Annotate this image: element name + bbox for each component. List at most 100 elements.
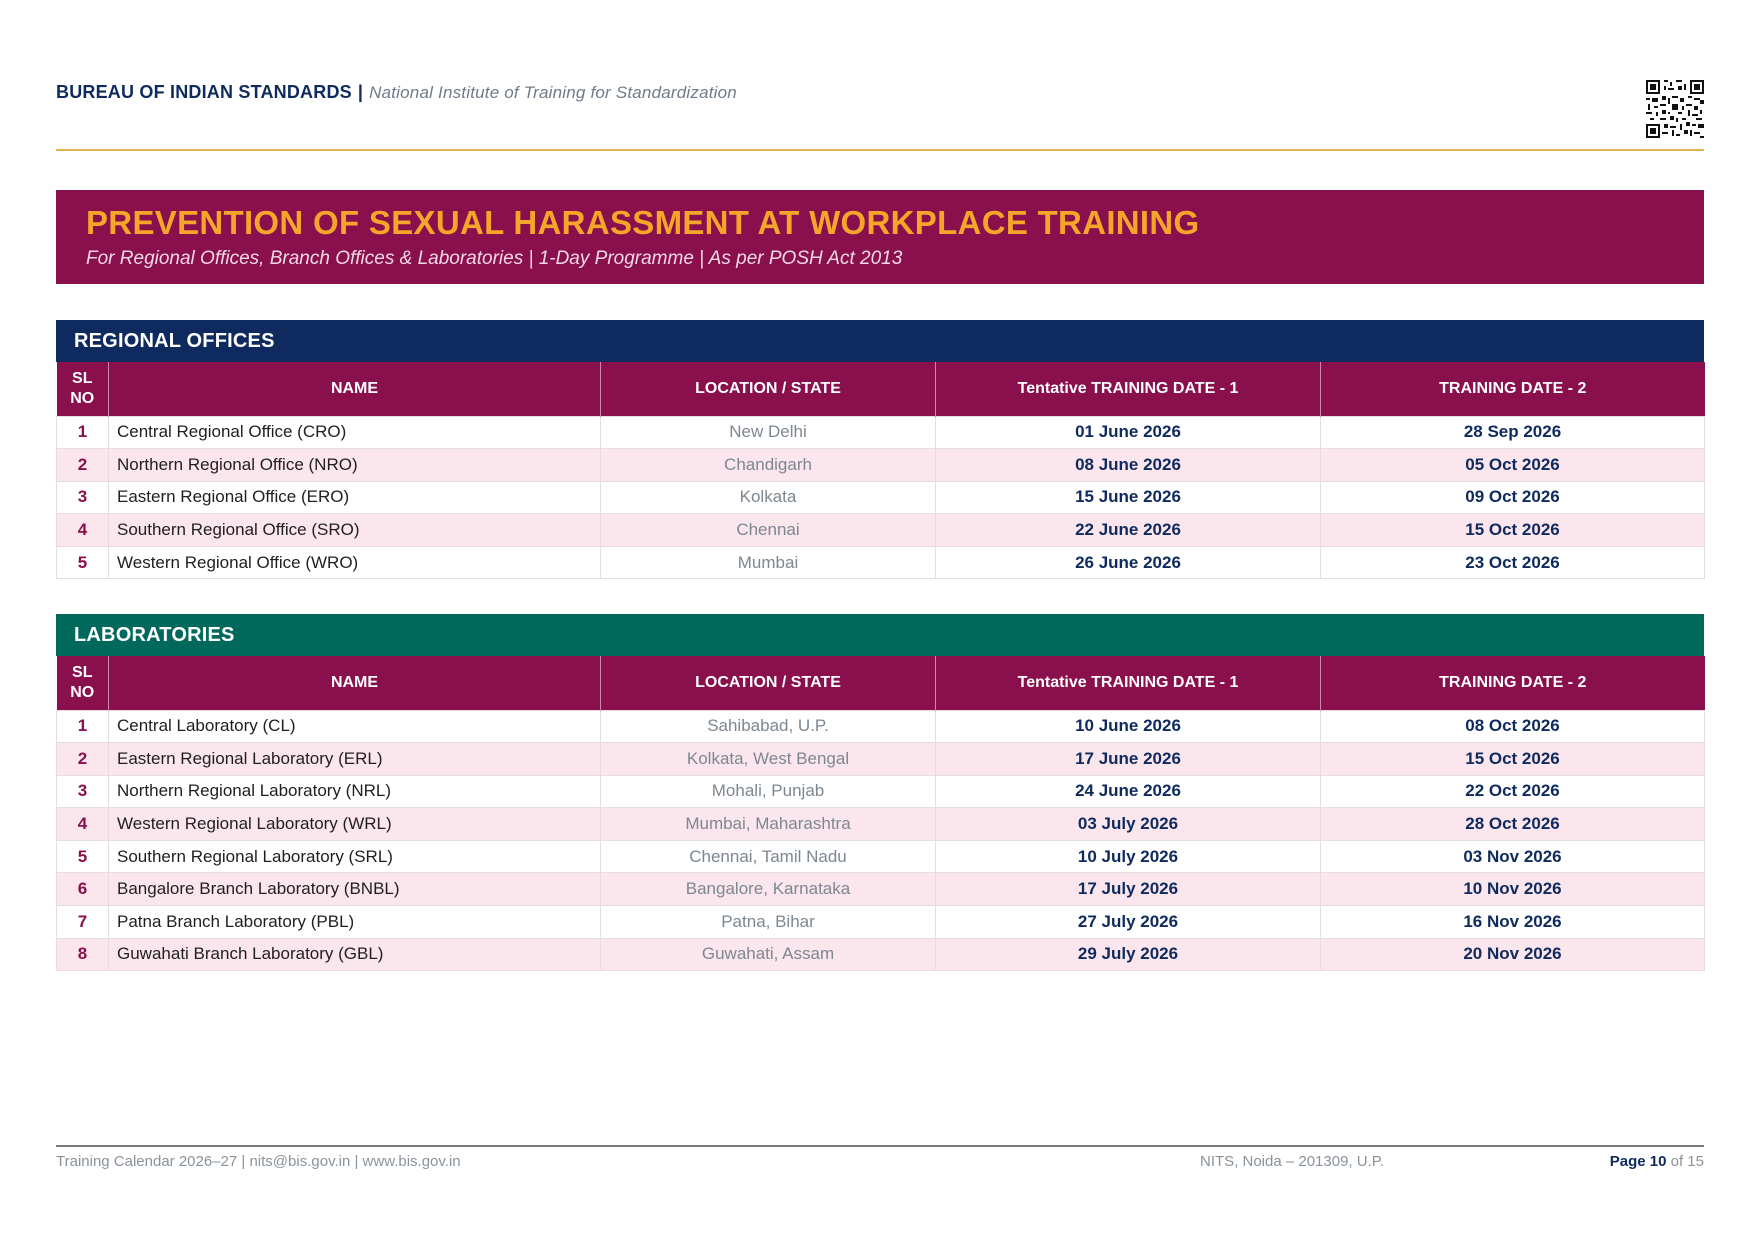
col-header-sl: SL NO xyxy=(56,656,109,710)
qr-code-icon xyxy=(1646,80,1704,138)
table-row: 8 Guwahati Branch Laboratory (GBL) Guwahat… xyxy=(56,937,1705,972)
row-date1: 03 July 2026 xyxy=(935,807,1321,841)
row-date1: 29 July 2026 xyxy=(935,937,1321,972)
row-location: Mumbai, Maharashtra xyxy=(600,807,936,841)
row-date2: 15 Oct 2026 xyxy=(1320,513,1705,547)
row-location: Bangalore, Karnataka xyxy=(600,872,936,907)
row-location: Patna, Bihar xyxy=(600,905,936,939)
col-header-date2: TRAINING DATE - 2 xyxy=(1320,362,1705,416)
row-name: Eastern Regional Office (ERO) xyxy=(108,480,601,515)
row-name: Southern Regional Laboratory (SRL) xyxy=(108,839,601,874)
row-name: Guwahati Branch Laboratory (GBL) xyxy=(108,937,601,972)
table-row: 3 Northern Regional Laboratory (NRL) Mohal… xyxy=(56,774,1705,809)
table-row: 5 Southern Regional Laboratory (SRL) Chenn… xyxy=(56,839,1705,874)
row-date2: 22 Oct 2026 xyxy=(1320,774,1705,809)
row-sl-number: 5 xyxy=(56,839,109,874)
page-number: Page 10 of 15 xyxy=(1610,1153,1704,1170)
page-header: BUREAU OF INDIAN STANDARDS | National Inst… xyxy=(56,80,1704,138)
table-row: 4 Southern Regional Office (SRO) Chennai 22… xyxy=(56,513,1705,547)
page-current: 10 xyxy=(1649,1153,1667,1170)
row-date1: 08 June 2026 xyxy=(935,448,1321,482)
table-header-row: SL NO NAME LOCATION / STATE Tentative TRA… xyxy=(56,362,1705,416)
row-name: Southern Regional Office (SRO) xyxy=(108,513,601,547)
row-date2: 10 Nov 2026 xyxy=(1320,872,1705,907)
row-location: Chennai xyxy=(600,513,936,547)
institute-name: National Institute of Training for Stand… xyxy=(369,83,737,102)
row-name: Western Regional Laboratory (WRL) xyxy=(108,807,601,841)
row-date1: 17 June 2026 xyxy=(935,742,1321,776)
col-header-sl-line1: SL xyxy=(72,369,93,387)
row-date1: 17 July 2026 xyxy=(935,872,1321,907)
row-date2: 28 Oct 2026 xyxy=(1320,807,1705,841)
row-sl-number: 1 xyxy=(56,709,109,744)
col-header-name: NAME xyxy=(108,362,601,416)
row-date2: 05 Oct 2026 xyxy=(1320,448,1705,482)
row-date1: 24 June 2026 xyxy=(935,774,1321,809)
row-location: New Delhi xyxy=(600,415,936,450)
row-date2: 09 Oct 2026 xyxy=(1320,480,1705,515)
page-total: of 15 xyxy=(1670,1153,1704,1170)
row-location: Chandigarh xyxy=(600,448,936,482)
row-sl-number: 2 xyxy=(56,742,109,776)
col-header-sl-line1: SL xyxy=(72,663,93,681)
title-banner: PREVENTION OF SEXUAL HARASSMENT AT WORKP… xyxy=(56,190,1704,284)
col-header-date2: TRAINING DATE - 2 xyxy=(1320,656,1705,710)
row-name: Northern Regional Laboratory (NRL) xyxy=(108,774,601,809)
col-header-location: LOCATION / STATE xyxy=(600,656,936,710)
col-header-name: NAME xyxy=(108,656,601,710)
row-name: Patna Branch Laboratory (PBL) xyxy=(108,905,601,939)
row-date1: 01 June 2026 xyxy=(935,415,1321,450)
table-row: 1 Central Laboratory (CL) Sahibabad, U.P. 1… xyxy=(56,709,1705,744)
row-date2: 08 Oct 2026 xyxy=(1320,709,1705,744)
row-sl-number: 3 xyxy=(56,480,109,515)
row-location: Sahibabad, U.P. xyxy=(600,709,936,744)
row-date2: 15 Oct 2026 xyxy=(1320,742,1705,776)
row-sl-number: 3 xyxy=(56,774,109,809)
row-sl-number: 6 xyxy=(56,872,109,907)
row-date1: 26 June 2026 xyxy=(935,545,1321,580)
table-header-row: SL NO NAME LOCATION / STATE Tentative TRA… xyxy=(56,656,1705,710)
footer-address: NITS, Noida – 201309, U.P. xyxy=(1200,1153,1384,1170)
table-row: 2 Eastern Regional Laboratory (ERL) Kolkat… xyxy=(56,742,1705,776)
laboratories-heading: LABORATORIES xyxy=(56,614,1704,656)
row-date1: 10 June 2026 xyxy=(935,709,1321,744)
row-date2: 16 Nov 2026 xyxy=(1320,905,1705,939)
col-header-sl-line2: NO xyxy=(70,683,95,701)
header-divider xyxy=(56,149,1704,151)
row-sl-number: 2 xyxy=(56,448,109,482)
col-header-date1: Tentative TRAINING DATE - 1 xyxy=(935,362,1321,416)
col-header-sl: SL NO xyxy=(56,362,109,416)
row-sl-number: 8 xyxy=(56,937,109,972)
organization-line: BUREAU OF INDIAN STANDARDS | National Inst… xyxy=(56,82,737,103)
row-sl-number: 1 xyxy=(56,415,109,450)
row-location: Kolkata, West Bengal xyxy=(600,742,936,776)
row-date2: 20 Nov 2026 xyxy=(1320,937,1705,972)
row-date1: 10 July 2026 xyxy=(935,839,1321,874)
row-location: Kolkata xyxy=(600,480,936,515)
organization-name: BUREAU OF INDIAN STANDARDS xyxy=(56,82,352,102)
regional-offices-table: SL NO NAME LOCATION / STATE Tentative TRA… xyxy=(56,362,1705,580)
row-name: Northern Regional Office (NRO) xyxy=(108,448,601,482)
row-name: Bangalore Branch Laboratory (BNBL) xyxy=(108,872,601,907)
row-location: Chennai, Tamil Nadu xyxy=(600,839,936,874)
page-title: PREVENTION OF SEXUAL HARASSMENT AT WORKP… xyxy=(86,204,1200,241)
table-row: 4 Western Regional Laboratory (WRL) Mumbai… xyxy=(56,807,1705,841)
row-name: Central Laboratory (CL) xyxy=(108,709,601,744)
table-row: 1 Central Regional Office (CRO) New Delhi 0… xyxy=(56,415,1705,450)
table-row: 6 Bangalore Branch Laboratory (BNBL) Banga… xyxy=(56,872,1705,907)
col-header-location: LOCATION / STATE xyxy=(600,362,936,416)
row-location: Mohali, Punjab xyxy=(600,774,936,809)
row-date2: 23 Oct 2026 xyxy=(1320,545,1705,580)
row-name: Western Regional Office (WRO) xyxy=(108,545,601,580)
row-location: Mumbai xyxy=(600,545,936,580)
regional-offices-heading: REGIONAL OFFICES xyxy=(56,320,1704,362)
footer-divider xyxy=(56,1145,1704,1147)
page-subtitle: For Regional Offices, Branch Offices & L… xyxy=(86,248,903,269)
footer-contact: Training Calendar 2026–27 | nits@bis.gov… xyxy=(56,1153,461,1170)
row-date1: 22 June 2026 xyxy=(935,513,1321,547)
table-row: 7 Patna Branch Laboratory (PBL) Patna, Bih… xyxy=(56,905,1705,939)
col-header-sl-line2: NO xyxy=(70,389,95,407)
row-sl-number: 4 xyxy=(56,513,109,547)
row-date2: 03 Nov 2026 xyxy=(1320,839,1705,874)
row-name: Eastern Regional Laboratory (ERL) xyxy=(108,742,601,776)
